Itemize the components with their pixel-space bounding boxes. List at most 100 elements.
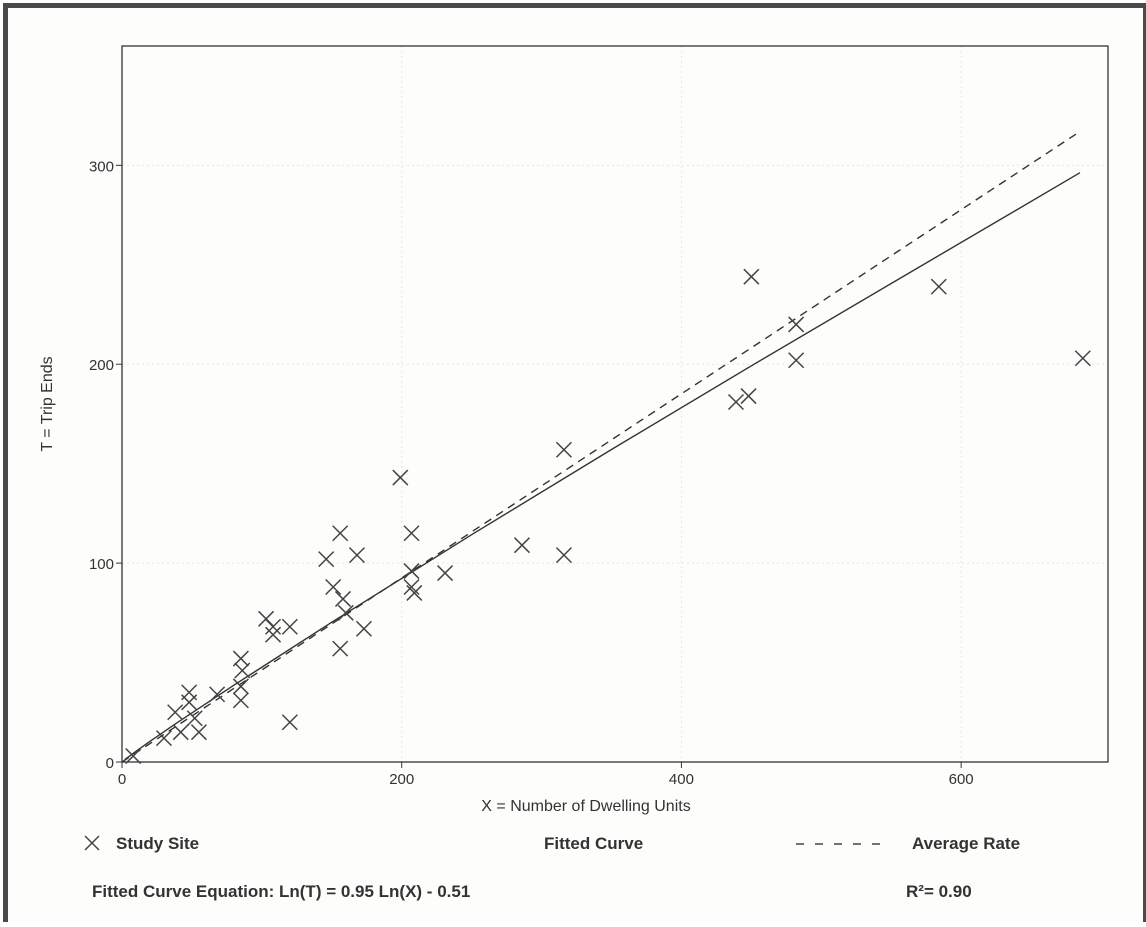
point-stroke <box>265 618 282 635</box>
point-stroke <box>155 730 172 747</box>
x-tick-label: 600 <box>949 771 974 788</box>
study-site-point <box>403 525 420 542</box>
point-stroke <box>325 578 342 596</box>
lines-layer <box>121 130 1081 763</box>
point-stroke <box>281 714 298 731</box>
legend: Study Site Fitted Curve Average Rate Fit… <box>84 834 1020 901</box>
x-tick-label: 400 <box>669 771 694 788</box>
point-stroke <box>555 441 572 458</box>
study-site-point <box>281 714 298 731</box>
points-layer <box>125 268 1091 765</box>
point-stroke <box>232 692 249 709</box>
point-stroke <box>392 469 409 486</box>
point-stroke <box>437 565 454 582</box>
study-site-point <box>337 604 354 621</box>
point-stroke <box>1074 350 1091 367</box>
x-tick-label: 0 <box>118 771 126 788</box>
chart-svg: 0 200 400 600 0 100 200 300 X = Number of Dwell… <box>39 45 1109 901</box>
point-stroke <box>930 278 947 295</box>
legend-average-rate-label: Average Rate <box>912 834 1020 853</box>
study-site-point <box>334 590 352 607</box>
point-stroke <box>788 316 805 333</box>
study-site-point <box>930 278 947 295</box>
y-tick-label: 0 <box>106 755 114 772</box>
study-site-point <box>403 563 420 580</box>
x-tick-label: 200 <box>389 771 414 788</box>
study-site-point <box>209 686 226 703</box>
study-site-point <box>788 316 805 333</box>
study-site-point <box>406 584 423 601</box>
study-site-point <box>332 525 349 542</box>
study-site-point <box>325 578 342 596</box>
study-site-point <box>190 724 207 741</box>
ticks-layer: 0 200 400 600 0 100 200 300 <box>89 158 974 788</box>
point-stroke <box>186 710 203 727</box>
study-site-point <box>318 551 335 568</box>
plot-area <box>121 45 1109 763</box>
point-stroke <box>332 640 349 657</box>
study-site-point <box>513 537 531 554</box>
point-stroke <box>788 352 805 369</box>
study-site-point <box>355 620 372 637</box>
study-site-point <box>403 578 420 596</box>
y-tick-label: 200 <box>89 357 114 374</box>
x-axis-title: X = Number of Dwelling Units <box>481 798 690 815</box>
study-site-point <box>167 704 184 721</box>
point-stroke <box>555 547 572 564</box>
legend-study-site-marker <box>84 835 100 851</box>
point-stroke <box>234 662 251 679</box>
y-tick-label: 300 <box>89 158 114 175</box>
point-stroke <box>337 604 354 621</box>
study-site-point <box>348 547 365 564</box>
chart-frame: 0 200 400 600 0 100 200 300 X = Number of Dwell… <box>3 3 1146 922</box>
study-site-point <box>181 694 198 711</box>
study-site-point <box>1074 350 1091 367</box>
study-site-point <box>234 662 251 679</box>
y-axis-title: T = Trip Ends <box>39 356 56 451</box>
point-stroke <box>318 551 335 568</box>
study-site-point <box>186 710 203 727</box>
study-site-point <box>788 352 805 369</box>
point-stroke <box>167 704 184 721</box>
legend-study-site-label: Study Site <box>116 834 199 853</box>
point-stroke <box>406 584 423 601</box>
study-site-point <box>555 547 572 564</box>
study-site-point <box>437 565 454 582</box>
y-tick-label: 100 <box>89 556 114 573</box>
point-stroke <box>265 626 282 643</box>
study-site-point <box>265 618 282 635</box>
study-site-point <box>172 724 189 741</box>
point-stroke <box>348 547 365 564</box>
study-site-point <box>155 730 172 747</box>
study-site-point <box>332 640 349 657</box>
point-stroke <box>727 393 745 411</box>
point-stroke <box>209 686 226 703</box>
point-stroke <box>334 590 352 607</box>
point-stroke <box>403 563 420 580</box>
study-site-point <box>281 618 298 635</box>
point-stroke <box>355 620 372 637</box>
point-stroke <box>232 678 249 695</box>
point-stroke <box>172 724 189 741</box>
fitted-curve-equation: Fitted Curve Equation: Ln(T) = 0.95 Ln(X… <box>92 882 470 901</box>
point-stroke <box>125 748 142 765</box>
point-stroke <box>332 525 349 542</box>
study-site-point <box>740 388 757 405</box>
study-site-point <box>555 441 572 458</box>
study-site-point <box>392 469 409 486</box>
point-stroke <box>403 578 420 596</box>
point-stroke <box>513 537 531 554</box>
point-stroke <box>190 724 207 741</box>
study-site-point <box>232 692 249 709</box>
grid-layer <box>122 46 1108 762</box>
study-site-point <box>232 678 249 695</box>
study-site-point <box>125 748 142 765</box>
r-squared: R²= 0.90 <box>906 882 972 901</box>
point-stroke <box>281 618 298 635</box>
point-stroke <box>403 525 420 542</box>
average-rate-line <box>121 130 1081 763</box>
point-stroke <box>181 694 198 711</box>
legend-fitted-curve-label: Fitted Curve <box>544 834 643 853</box>
study-site-point <box>265 626 282 643</box>
study-site-point <box>727 393 745 411</box>
